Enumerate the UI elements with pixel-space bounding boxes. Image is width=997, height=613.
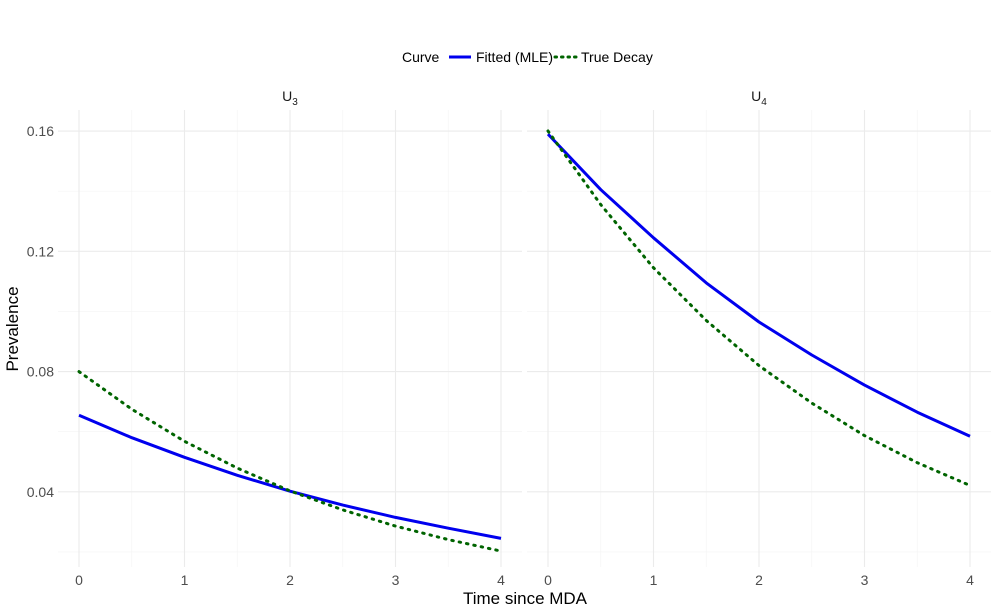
panel-u4: U4 0 1 2 3 4	[527, 88, 991, 588]
y-tick-label: 0.04	[27, 484, 54, 500]
panel-u3-x-ticks: 0 1 2 3 4	[75, 572, 505, 588]
x-tick-label: 3	[392, 572, 400, 588]
x-tick-label: 4	[497, 572, 505, 588]
panel-u3: U3 0 1 2 3 4	[58, 88, 522, 588]
series-fitted-mle	[546, 133, 971, 438]
panel-u3-grid	[58, 110, 522, 567]
panel-u4-series	[546, 129, 972, 487]
strip-label-u3: U3	[282, 88, 298, 108]
legend-label-fitted: Fitted (MLE)	[476, 49, 553, 65]
x-axis-title: Time since MDA	[463, 589, 588, 608]
y-tick-label: 0.08	[27, 364, 54, 380]
y-tick-label: 0.12	[27, 243, 54, 259]
x-tick-label: 1	[650, 572, 658, 588]
legend-title: Curve	[402, 49, 440, 65]
series-true-decay	[77, 370, 503, 553]
x-tick-label: 2	[286, 572, 294, 588]
panel-u4-x-ticks: 0 1 2 3 4	[544, 572, 974, 588]
panel-u4-grid	[527, 110, 991, 567]
series-fitted-mle	[78, 413, 502, 540]
x-tick-label: 3	[861, 572, 869, 588]
x-tick-label: 1	[181, 572, 189, 588]
legend: Curve Fitted (MLE) True Decay	[402, 49, 653, 65]
x-tick-label: 0	[544, 572, 552, 588]
y-tick-label: 0.16	[27, 123, 54, 139]
panel-u3-series	[77, 370, 503, 553]
x-tick-label: 0	[75, 572, 83, 588]
strip-label-u4: U4	[751, 88, 767, 108]
series-true-decay	[546, 129, 972, 487]
y-axis-title: Prevalence	[3, 286, 22, 371]
x-tick-label: 4	[966, 572, 974, 588]
x-tick-label: 2	[755, 572, 763, 588]
legend-label-true: True Decay	[581, 49, 653, 65]
y-axis-ticks: 0.04 0.08 0.12 0.16	[27, 123, 54, 500]
